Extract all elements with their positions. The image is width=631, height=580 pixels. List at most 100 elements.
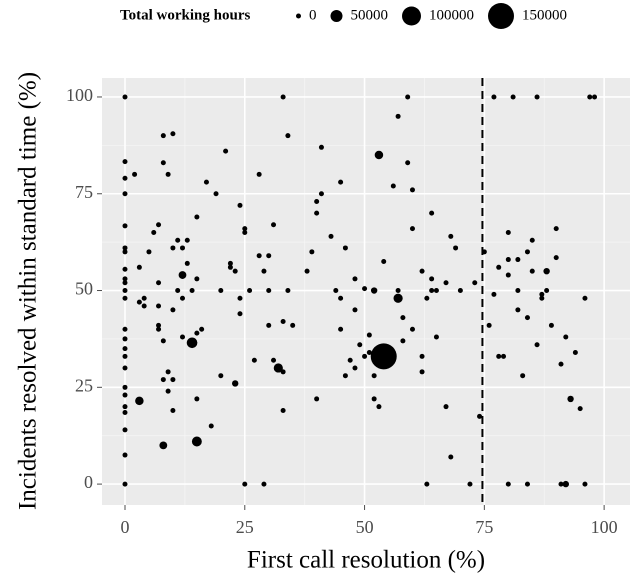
bubble	[558, 361, 564, 367]
bubble	[242, 226, 248, 232]
bubble	[477, 413, 483, 419]
bubble	[218, 288, 224, 294]
bubble	[261, 268, 267, 274]
bubble	[223, 148, 229, 154]
bubble	[160, 377, 166, 383]
bubble	[165, 171, 171, 177]
bubble	[409, 226, 415, 232]
bubble	[448, 233, 454, 239]
bubble	[400, 338, 406, 344]
bubble	[429, 210, 435, 216]
bubble	[285, 133, 291, 139]
x-tick-label: 0	[120, 517, 129, 537]
bubble	[194, 396, 200, 402]
bubble	[156, 303, 162, 309]
bubble	[256, 253, 262, 259]
bubble	[582, 295, 588, 301]
bubble	[314, 396, 320, 402]
bubble	[553, 255, 559, 261]
bubble	[136, 299, 142, 305]
legend-key	[296, 13, 301, 19]
bubble	[405, 160, 411, 166]
bubble	[170, 307, 176, 313]
bubble	[393, 293, 403, 303]
x-tick-label: 100	[591, 517, 618, 537]
bubble	[505, 257, 511, 263]
bubble	[122, 353, 128, 359]
bubble	[237, 202, 243, 208]
bubble	[266, 322, 272, 328]
bubble	[371, 373, 377, 379]
bubble	[199, 326, 205, 332]
bubble	[366, 349, 372, 355]
bubble	[194, 330, 200, 336]
bubble	[122, 481, 128, 487]
bubble	[338, 326, 344, 332]
bubble	[539, 295, 545, 301]
bubble	[448, 454, 454, 460]
bubble	[231, 380, 239, 387]
legend-label: 50000	[351, 7, 389, 23]
bubble	[151, 229, 157, 235]
bubble	[318, 144, 324, 150]
bubble	[156, 322, 162, 328]
bubble	[122, 365, 128, 371]
bubble	[156, 222, 162, 228]
bubble	[419, 353, 425, 359]
bubble	[390, 183, 396, 189]
bubble	[122, 404, 128, 410]
bubble	[386, 346, 392, 352]
bubble	[342, 245, 348, 251]
bubble	[515, 288, 521, 294]
legend-label: 0	[309, 7, 317, 23]
bubble	[184, 260, 190, 266]
bubble	[122, 266, 128, 272]
bubble	[534, 342, 540, 348]
bubble	[135, 396, 144, 406]
bubble	[122, 427, 128, 433]
bubble	[491, 94, 497, 100]
bubble	[424, 295, 430, 301]
bubble	[577, 406, 583, 412]
bubble	[362, 353, 368, 359]
bubble	[304, 268, 310, 274]
bubble	[524, 249, 530, 255]
bubble	[247, 288, 253, 294]
bubble	[520, 373, 526, 379]
y-tick-label: 0	[84, 472, 93, 492]
bubble	[338, 179, 344, 185]
bubble	[453, 245, 459, 251]
bubble	[309, 249, 315, 255]
bubble	[429, 288, 435, 294]
bubble	[156, 326, 162, 332]
bubble	[122, 346, 128, 352]
bubble	[242, 229, 248, 235]
bubble	[544, 288, 550, 294]
bubble	[146, 249, 152, 255]
bubble	[208, 423, 214, 429]
bubble	[141, 295, 147, 301]
bubble	[165, 369, 171, 375]
bubble	[132, 171, 138, 177]
legend-label: 150000	[522, 7, 567, 23]
panel	[102, 78, 630, 505]
bubble	[529, 237, 535, 243]
bubble	[534, 94, 540, 100]
bubble	[280, 369, 286, 375]
bubble	[122, 223, 128, 229]
x-axis-title: First call resolution (%)	[247, 547, 485, 574]
bubble	[443, 280, 449, 286]
bubble	[496, 264, 502, 270]
bubble	[227, 264, 233, 270]
bubble	[261, 481, 267, 487]
bubble	[562, 480, 569, 488]
bubble	[352, 276, 358, 282]
legend-label: 100000	[429, 7, 474, 23]
bubble	[237, 311, 243, 317]
bubble	[548, 322, 554, 328]
bubble	[175, 288, 181, 294]
y-tick-label: 75	[75, 182, 93, 202]
bubble	[218, 373, 224, 379]
bubble	[285, 288, 291, 294]
